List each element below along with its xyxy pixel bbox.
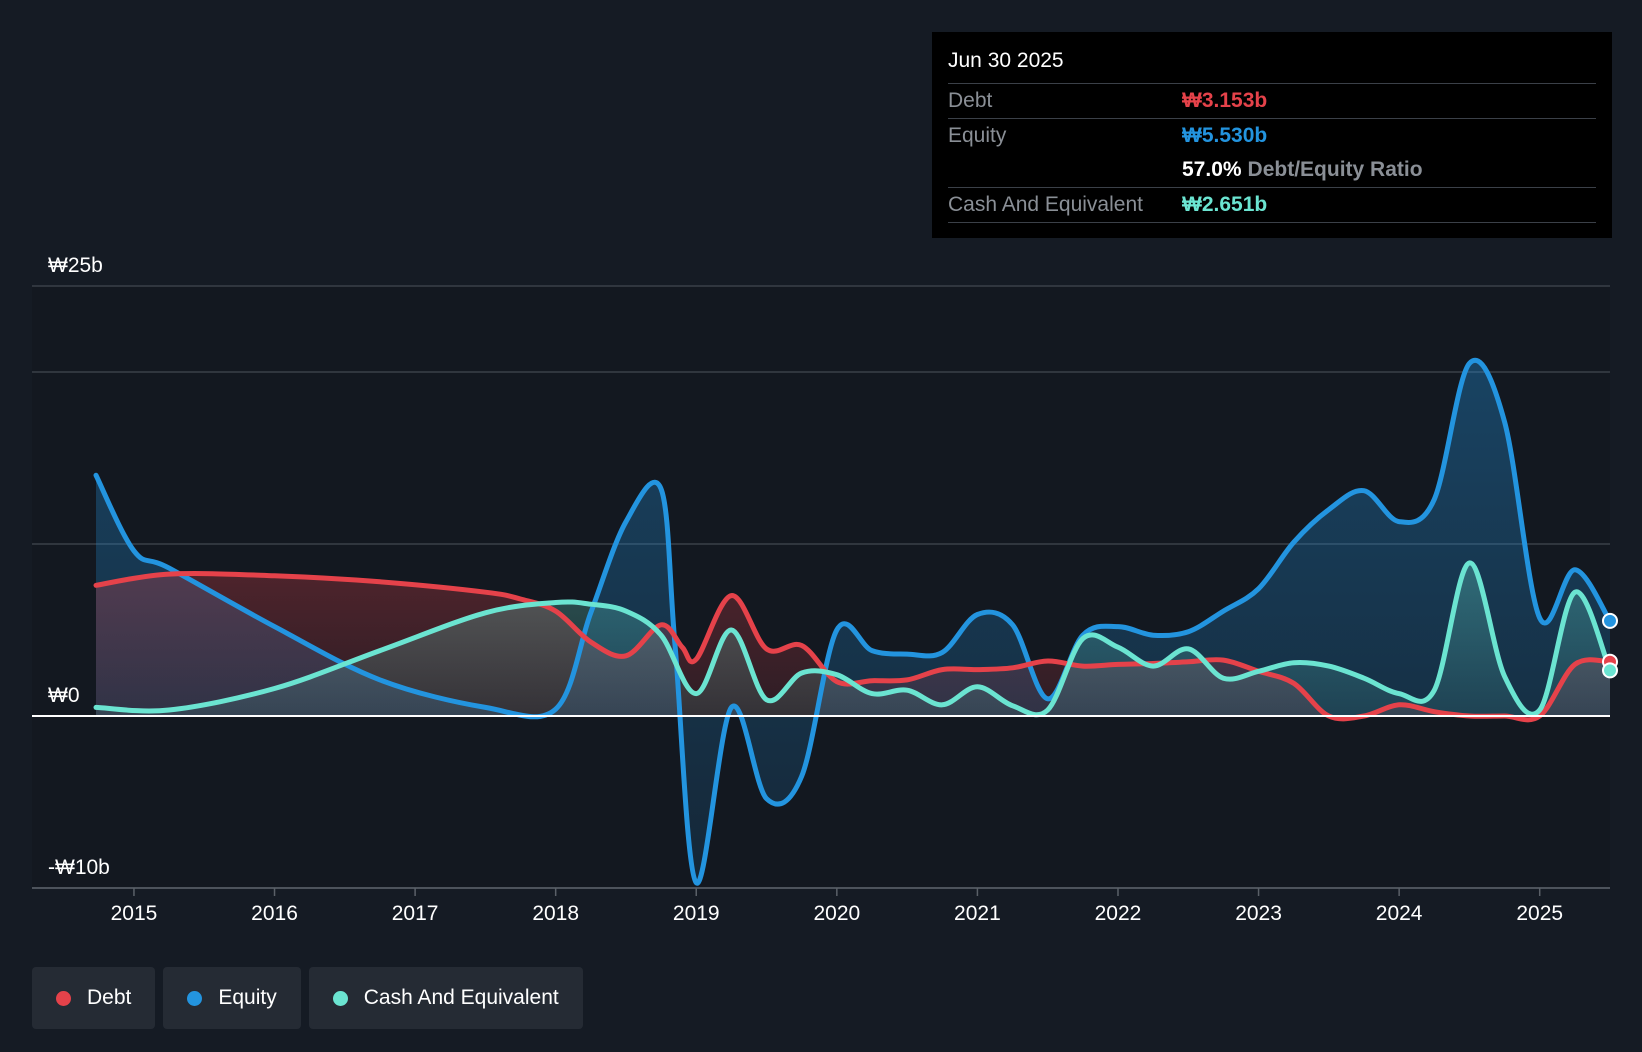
x-tick-label-2016: 2016: [251, 902, 298, 925]
equity-end-marker[interactable]: [1602, 612, 1618, 629]
tooltip-equity-label: Equity: [948, 124, 1007, 147]
x-tick-label-2020: 2020: [813, 902, 860, 925]
y-tick-label-25: ₩25b: [48, 254, 103, 277]
x-tick-label-2017: 2017: [392, 902, 439, 925]
tooltip-debt-label: Debt: [948, 89, 993, 112]
y-tick-label-0: ₩0: [48, 684, 80, 707]
x-tick-labels: 2015 2016 2017 2018 2019 2020 2021 2022 2023 2024…: [111, 888, 1563, 925]
legend-item-equity[interactable]: Equity: [163, 967, 301, 1029]
legend-dot-equity-icon: [187, 990, 203, 1006]
tooltip-debt-value: ₩3.153b: [1182, 89, 1268, 112]
x-tick-label-2025: 2025: [1516, 902, 1563, 925]
cash-area: [96, 562, 1610, 716]
tooltip-ratio-label: Debt/Equity Ratio: [1247, 158, 1423, 181]
cash-end-marker[interactable]: [1602, 662, 1618, 679]
legend-dot-debt-icon: [56, 990, 71, 1006]
tooltip-cash-label: Cash And Equivalent: [948, 193, 1143, 216]
x-tick-label-2018: 2018: [532, 902, 579, 925]
x-tick-label-2019: 2019: [673, 902, 720, 925]
line-layer: [93, 357, 1613, 886]
legend-label-debt: Debt: [87, 986, 132, 1009]
x-tick-label-2021: 2021: [954, 902, 1001, 925]
equity-area: [96, 360, 1610, 884]
area-layer: [96, 360, 1610, 884]
tooltip-panel: Jun 30 2025 Debt ₩3.153b Equity ₩5.530b …: [932, 32, 1612, 238]
tooltip-equity-value: ₩5.530b: [1182, 124, 1268, 147]
legend-label-cash: Cash And Equivalent: [363, 986, 559, 1009]
equity-line: [93, 357, 1613, 886]
y-tick-label-neg10: -₩10b: [48, 856, 110, 879]
tooltip-row-ratio: 57.0% Debt/Equity Ratio: [948, 153, 1596, 188]
x-tick-label-2023: 2023: [1235, 902, 1282, 925]
tooltip-row-cash: Cash And Equivalent ₩2.651b: [948, 188, 1596, 223]
x-tick-label-2022: 2022: [1095, 902, 1142, 925]
tooltip-row-equity: Equity ₩5.530b: [948, 119, 1596, 153]
tooltip-date: Jun 30 2025: [948, 32, 1596, 84]
legend-label-equity: Equity: [218, 986, 277, 1009]
x-tick-label-2015: 2015: [111, 902, 158, 925]
x-tick-label-2024: 2024: [1376, 902, 1423, 925]
tooltip-cash-value: ₩2.651b: [1182, 193, 1268, 216]
legend: Debt Equity Cash And Equivalent: [32, 967, 583, 1029]
legend-item-cash[interactable]: Cash And Equivalent: [308, 967, 583, 1029]
cash-line: [93, 560, 1613, 718]
legend-dot-cash-icon: [332, 990, 348, 1006]
legend-item-debt[interactable]: Debt: [32, 967, 156, 1029]
y-tick-labels: ₩25b ₩0 -₩10b: [48, 254, 110, 879]
end-markers: [1602, 612, 1618, 679]
tooltip-ratio-value: 57.0%: [1182, 158, 1242, 181]
tooltip-row-debt: Debt ₩3.153b: [948, 84, 1596, 119]
